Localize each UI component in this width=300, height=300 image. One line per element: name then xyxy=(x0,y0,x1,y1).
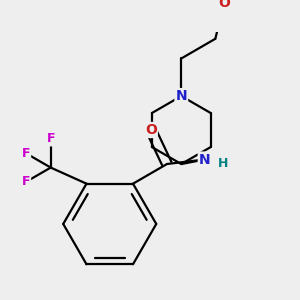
Text: O: O xyxy=(145,123,157,137)
Text: F: F xyxy=(22,176,30,188)
Text: F: F xyxy=(22,147,30,160)
Text: N: N xyxy=(176,89,187,103)
Text: O: O xyxy=(218,0,230,10)
Text: N: N xyxy=(199,152,210,167)
Text: H: H xyxy=(218,157,229,169)
Text: F: F xyxy=(46,133,55,146)
